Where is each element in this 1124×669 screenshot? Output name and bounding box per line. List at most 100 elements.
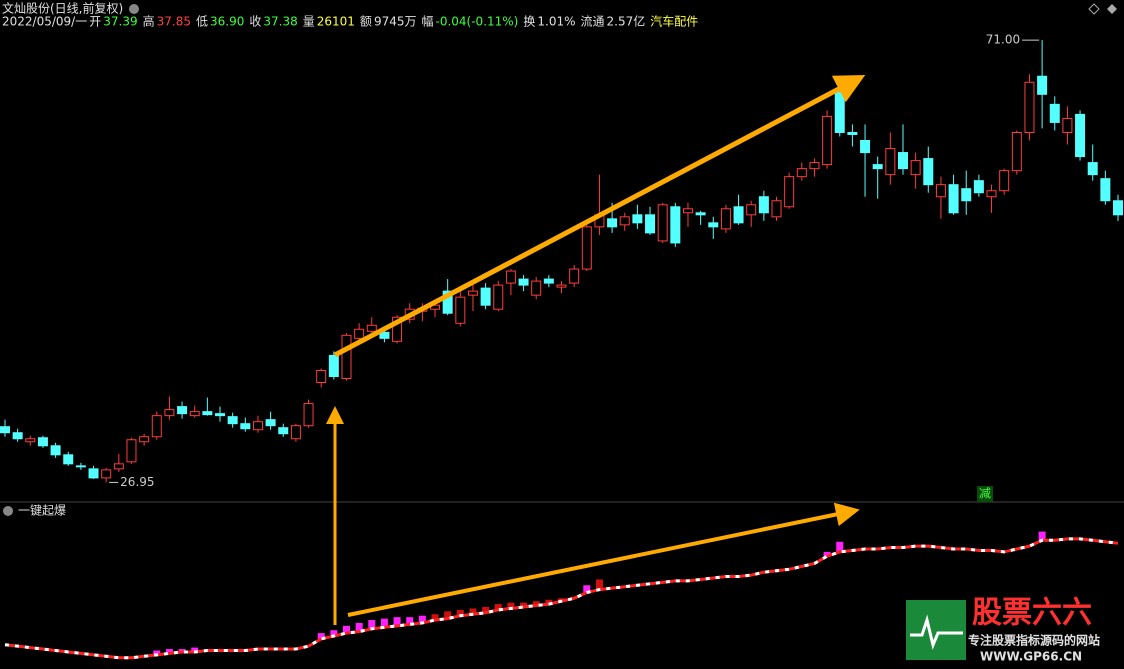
candle-body bbox=[885, 148, 896, 176]
stat-value: 37.38 bbox=[263, 15, 297, 29]
candle-body bbox=[1100, 178, 1111, 202]
indicator-bar bbox=[368, 620, 376, 629]
logo bbox=[906, 600, 966, 660]
stat-label: 开 bbox=[89, 15, 101, 29]
stat-label: 幅 bbox=[421, 14, 433, 29]
indicator-bar bbox=[823, 551, 831, 557]
candle-body bbox=[961, 188, 972, 202]
candle-body bbox=[720, 208, 731, 230]
indicator-bar bbox=[165, 649, 173, 654]
candle-body bbox=[164, 409, 175, 417]
candle-body bbox=[1024, 81, 1035, 133]
candle-body bbox=[758, 196, 769, 214]
watermark: 股票六六 专注股票指标源码的网站 WWW.GP66.CN bbox=[906, 596, 1100, 664]
candle-body bbox=[227, 416, 238, 425]
menu-toggle[interactable] bbox=[129, 4, 139, 14]
stat-label: 流通 bbox=[581, 15, 605, 29]
candle-body bbox=[328, 354, 339, 377]
date: 2022/05/09/一 bbox=[2, 15, 87, 29]
brand: 股票六六 bbox=[972, 596, 1092, 631]
candle-body bbox=[935, 184, 946, 198]
stats-bar: 2022/05/09/一开 37.39 高 37.85 低 36.90 收 37.38 量 261… bbox=[2, 14, 698, 29]
candle-body bbox=[1113, 200, 1123, 216]
stat-value: 1.01% bbox=[537, 15, 575, 29]
candle-body bbox=[366, 324, 377, 332]
candle-body bbox=[75, 465, 86, 468]
plot: 71.00 26.95 减 bbox=[0, 33, 1123, 660]
indicator-bar bbox=[482, 607, 490, 613]
candle-body bbox=[455, 296, 466, 324]
candle-body bbox=[619, 216, 630, 226]
candle-body bbox=[139, 436, 150, 443]
high-label: 71.00 bbox=[986, 33, 1020, 47]
candle-body bbox=[392, 316, 403, 342]
indicator-bar bbox=[317, 633, 325, 639]
candle-body bbox=[986, 190, 997, 198]
candle-body bbox=[442, 290, 453, 314]
candle-body bbox=[771, 200, 782, 218]
candle-body bbox=[809, 162, 820, 170]
indicator-bar bbox=[191, 647, 199, 652]
stat-value: 37.85 bbox=[157, 15, 191, 29]
full-icon[interactable] bbox=[1107, 4, 1117, 14]
candle-body bbox=[316, 369, 327, 384]
candle-body bbox=[265, 419, 276, 427]
candle-body bbox=[493, 284, 504, 310]
candle-body bbox=[872, 164, 883, 170]
stat-value: 2.57亿 bbox=[607, 14, 646, 29]
indicator-bar bbox=[418, 615, 426, 623]
candle-body bbox=[569, 268, 580, 284]
candle-body bbox=[278, 427, 289, 435]
candle-body bbox=[341, 334, 352, 379]
candle-body bbox=[910, 160, 921, 176]
indicator-bar bbox=[1038, 531, 1046, 541]
candle-body bbox=[682, 208, 693, 214]
candle-body bbox=[354, 328, 365, 339]
indicator-toggle[interactable] bbox=[3, 506, 13, 516]
indicator-bar bbox=[583, 585, 591, 593]
stat-value: 36.90 bbox=[210, 15, 244, 29]
indicator-bar bbox=[507, 602, 515, 609]
candle-body bbox=[746, 204, 757, 216]
indicator-bar bbox=[330, 630, 338, 636]
trend-arrow bbox=[333, 74, 866, 358]
candle-body bbox=[189, 411, 200, 417]
candle-body bbox=[531, 280, 542, 296]
candle-body bbox=[252, 421, 263, 431]
candle-body bbox=[303, 403, 314, 427]
stat-label: 额 bbox=[360, 15, 372, 29]
indicator-bar bbox=[153, 650, 161, 655]
candle-body bbox=[1062, 117, 1073, 133]
indicator-bar bbox=[444, 611, 452, 619]
url: WWW.GP66.CN bbox=[980, 650, 1082, 664]
candle-body bbox=[1049, 103, 1060, 123]
indicator-bar bbox=[469, 608, 477, 615]
candle-body bbox=[101, 469, 112, 479]
signal-box bbox=[977, 486, 993, 502]
candle-body bbox=[897, 152, 908, 170]
zoom-icon[interactable] bbox=[1088, 3, 1100, 15]
candle-body bbox=[657, 204, 668, 242]
sector: 汽车配件 bbox=[650, 14, 698, 29]
indicator-bar bbox=[532, 601, 540, 606]
candle-body bbox=[695, 212, 706, 216]
candle-body bbox=[113, 463, 124, 470]
stat-label: 高 bbox=[143, 14, 155, 29]
stat-label: 量 bbox=[303, 15, 315, 29]
candle-body bbox=[0, 426, 10, 434]
stat-value: 26101 bbox=[317, 15, 355, 29]
indicator-bar bbox=[520, 602, 528, 607]
candle-body bbox=[796, 168, 807, 178]
candle-body bbox=[670, 206, 681, 244]
indicator-bar bbox=[836, 541, 844, 552]
candle-body bbox=[50, 445, 61, 456]
candle-body bbox=[784, 176, 795, 208]
candle-body bbox=[645, 214, 656, 234]
stat-value: -0.04(-0.11%) bbox=[436, 15, 519, 29]
candle-body bbox=[480, 287, 491, 306]
candle-body bbox=[290, 425, 301, 440]
indicator-bar bbox=[342, 625, 350, 634]
indicator-bar bbox=[380, 618, 388, 628]
indicator-bar bbox=[456, 609, 464, 616]
